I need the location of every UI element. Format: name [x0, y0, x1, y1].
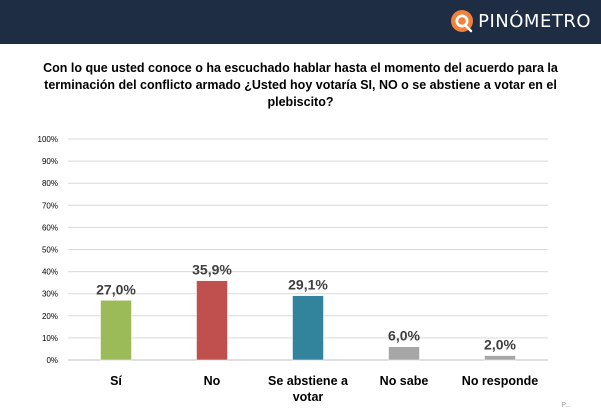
y-tick-label: 10% [42, 334, 58, 343]
data-label: 35,9% [192, 262, 232, 278]
corner-mark: P... [561, 402, 571, 409]
y-tick-label: 100% [38, 135, 58, 144]
header-bar: PINÓMETRO [0, 0, 601, 44]
data-label: 27,0% [96, 281, 136, 297]
y-tick-label: 30% [42, 290, 58, 299]
bar [484, 355, 516, 361]
x-tick-label: Se abstiene a [268, 374, 349, 388]
survey-question: Con lo que usted conoce o ha escuchado h… [43, 61, 558, 109]
brand-name: PINÓMETRO [478, 10, 591, 32]
data-label: 2,0% [484, 337, 516, 353]
bar [292, 295, 324, 361]
x-tick-label: No [204, 374, 221, 388]
bar [100, 300, 132, 361]
data-label: 29,1% [288, 277, 328, 293]
y-tick-label: 50% [42, 246, 58, 255]
bar [388, 346, 420, 361]
pin-logo-icon [451, 10, 474, 33]
data-label: 6,0% [388, 328, 420, 344]
x-tick-label: No sabe [380, 374, 429, 388]
y-tick-label: 0% [46, 356, 58, 365]
brand: PINÓMETRO [450, 8, 591, 34]
y-tick-label: 60% [42, 223, 58, 232]
y-tick-label: 90% [42, 157, 58, 166]
y-tick-label: 20% [42, 312, 58, 321]
x-tick-label: Sí [110, 374, 122, 388]
y-tick-label: 80% [42, 179, 58, 188]
y-tick-label: 70% [42, 201, 58, 210]
y-tick-label: 40% [42, 268, 58, 277]
bar [196, 280, 228, 361]
x-tick-label: No responde [462, 374, 538, 388]
x-tick-label: votar [293, 390, 324, 404]
